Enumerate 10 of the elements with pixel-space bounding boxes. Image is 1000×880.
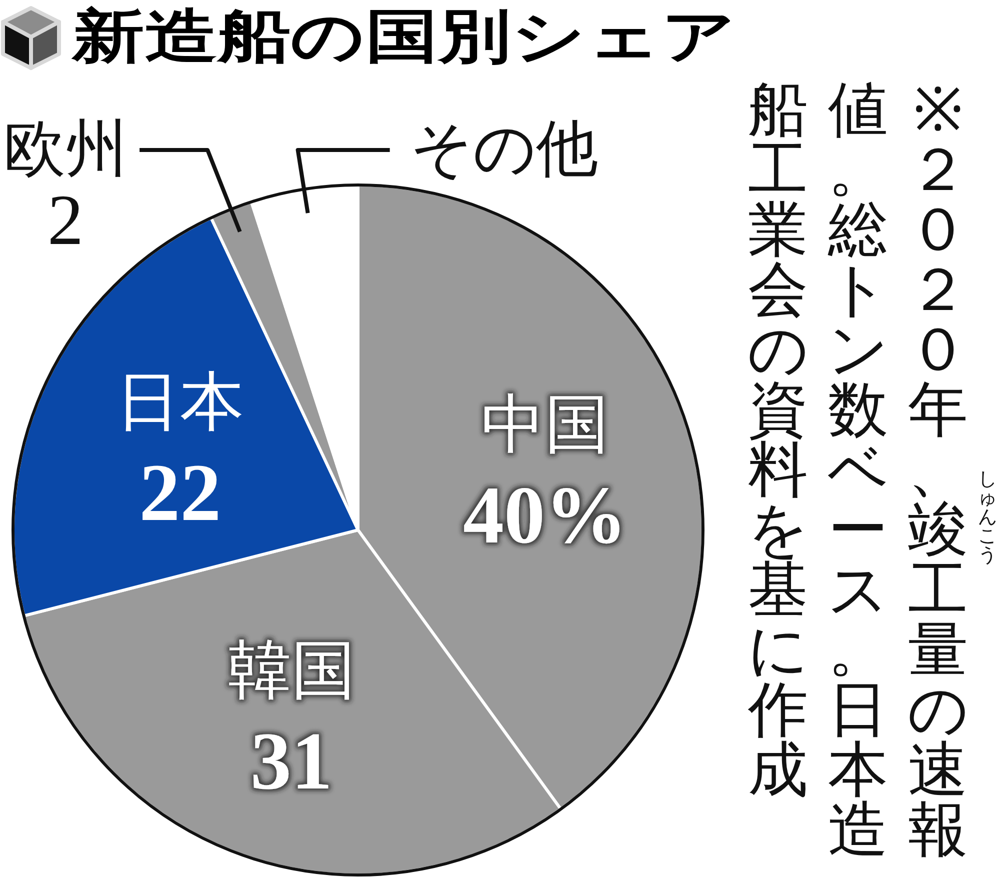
data-label: 40%	[463, 470, 628, 561]
slice-label: その他	[410, 112, 598, 184]
slice-label: 日本	[116, 365, 244, 440]
chart-title: 新造船の国別シェア	[70, 2, 737, 70]
slice-label: 韓国	[227, 634, 356, 708]
text: しゅんこう	[977, 468, 998, 568]
data-label: 31	[250, 716, 332, 807]
slice-label: 中国	[481, 388, 610, 462]
text: ※２０２０年、竣工量の速報値。総トン数ベース。日本造船工業会の資料を基に作成	[748, 75, 968, 865]
data-label: 22	[139, 446, 222, 538]
